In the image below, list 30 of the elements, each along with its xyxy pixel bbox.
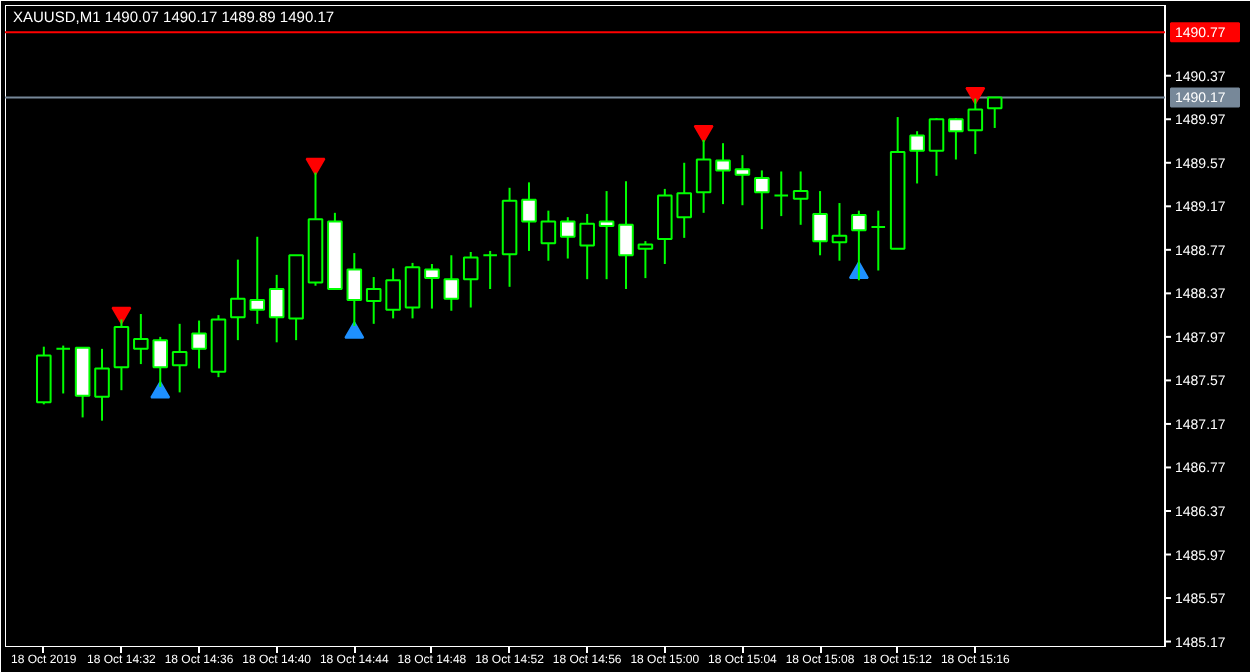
candlestick	[637, 240, 654, 280]
candlestick	[171, 322, 188, 394]
candlestick	[948, 117, 964, 161]
candlestick	[870, 209, 887, 272]
candlestick	[94, 347, 110, 422]
candlestick	[36, 345, 52, 406]
candlestick	[909, 130, 925, 185]
candlestick	[74, 346, 91, 419]
candlestick	[831, 202, 848, 262]
candlestick	[462, 251, 479, 309]
candlestick	[598, 190, 615, 281]
candlestick	[715, 142, 731, 206]
candlestick	[851, 209, 867, 282]
candlestick	[424, 262, 440, 310]
candlestick	[540, 209, 557, 262]
candlestick	[773, 170, 790, 218]
candlestick	[618, 180, 634, 290]
candlestick	[986, 96, 1003, 129]
candlestick	[191, 319, 207, 370]
candlestick	[928, 117, 945, 177]
candlestick	[812, 190, 828, 257]
candlestick	[404, 261, 421, 320]
candlestick	[482, 249, 498, 290]
candlestick	[792, 170, 809, 226]
candlestick	[55, 344, 72, 395]
candlestick	[734, 154, 751, 207]
candlestick	[268, 273, 285, 344]
candlestick	[521, 181, 537, 252]
candlestick	[443, 254, 460, 312]
candlestick	[754, 169, 770, 231]
